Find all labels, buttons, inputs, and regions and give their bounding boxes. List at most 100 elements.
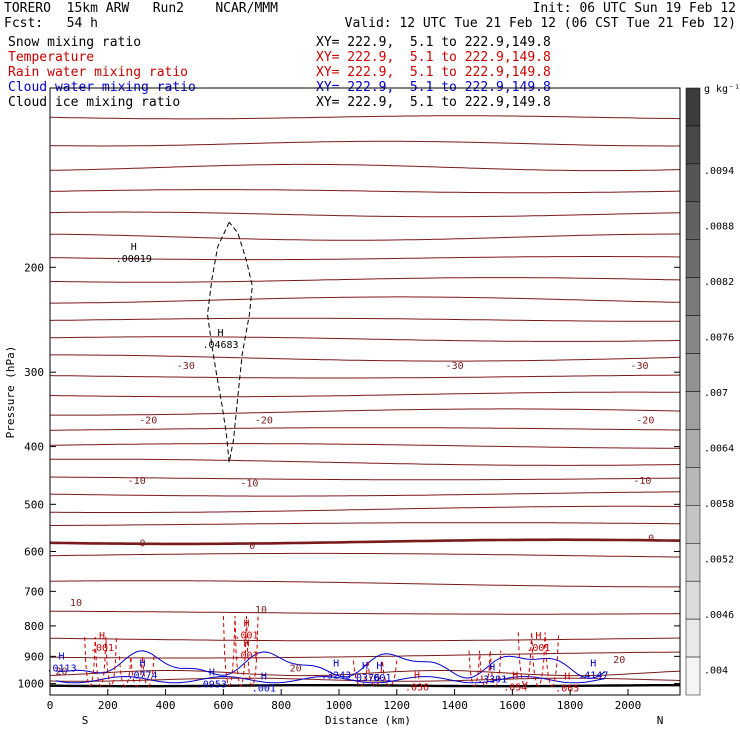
maximum-value: .036 (405, 682, 429, 693)
maximum-value: .001 (367, 673, 391, 684)
rain-water-contour (468, 650, 502, 687)
field-xy-cloud-ice: XY= 222.9, 5.1 to 222.9,149.8 (316, 95, 551, 110)
temperature-contour (49, 637, 681, 642)
temperature-contour (49, 580, 680, 588)
colorbar-swatch (685, 618, 701, 658)
maximum-value: .001 (90, 643, 114, 654)
temperature-label: -30 (446, 361, 464, 372)
maximum-marker: H (243, 639, 249, 650)
maximum-value: .3243 (321, 670, 351, 681)
header-valid: Valid: 12 UTC Tue 21 Feb 12 (06 CST Tue … (344, 16, 736, 31)
temperature-contour (49, 443, 680, 449)
temperature-label: -10 (240, 479, 258, 490)
temperature-contour (50, 296, 681, 304)
colorbar-swatch (685, 656, 701, 696)
temperature-contour (49, 670, 681, 677)
temperature-label: 0 (648, 533, 654, 544)
temperature-label: -20 (139, 415, 157, 426)
maximum-value: .04683 (202, 340, 238, 351)
colorbar-tick-label: .0064 (704, 444, 734, 455)
x-tick-label: 1000 (326, 699, 353, 712)
colorbar-tick-label: .0076 (704, 333, 734, 344)
x-tick-label: 1800 (557, 699, 584, 712)
temperature-label: 20 (613, 655, 625, 666)
temperature-label: 0 (249, 541, 255, 552)
temperature-label: 0 (139, 539, 145, 550)
surface-line (50, 684, 680, 688)
field-xy-rain: XY= 222.9, 5.1 to 222.9,149.8 (316, 65, 551, 80)
rain-water-contour (118, 656, 155, 687)
maximum-marker: H (59, 651, 65, 662)
temperature-label: 10 (255, 605, 267, 616)
colorbar-tick-label: .0046 (704, 610, 734, 621)
field-label-temperature: Temperature (8, 50, 95, 65)
temperature-contour (49, 256, 681, 261)
temperature-label: -20 (255, 415, 273, 426)
maximum-marker: H (217, 328, 223, 339)
colorbar-swatch (685, 543, 701, 582)
x-tick-label: 1400 (441, 699, 468, 712)
temperature-contour (49, 277, 681, 283)
maximum-value: .001 (252, 684, 276, 695)
colorbar-swatch (685, 353, 701, 392)
y-tick-label: 500 (24, 498, 44, 511)
temperature-contour (49, 491, 681, 497)
field-xy-snow: XY= 222.9, 5.1 to 222.9,149.8 (316, 35, 551, 50)
y-axis-label: Pressure (hPa) (4, 346, 17, 439)
rain-water-contour (517, 632, 560, 687)
temperature-contour (49, 458, 681, 466)
plot-frame (49, 87, 681, 696)
colorbar-tick-label: .0082 (704, 277, 734, 288)
temperature-contour (49, 677, 681, 682)
maximum-value: .4147 (578, 670, 608, 681)
field-label-snow: Snow mixing ratio (8, 35, 142, 50)
temperature-contour (50, 505, 681, 513)
colorbar-tick-label: .007 (704, 388, 728, 399)
maximum-marker: H (564, 672, 570, 683)
maximum-marker: H (414, 670, 420, 681)
colorbar-tick-label: .0094 (704, 166, 734, 177)
x-tick-label: 200 (98, 699, 118, 712)
temperature-contour (50, 522, 680, 526)
end-label-south: S (82, 714, 89, 727)
x-tick-label: 2000 (615, 699, 642, 712)
temperature-contour (50, 651, 680, 659)
freezing-contour (49, 538, 681, 546)
temperature-contour (50, 408, 681, 416)
maximum-value: .00019 (116, 254, 152, 265)
y-tick-label: 1000 (18, 678, 45, 691)
temperature-label: -30 (177, 361, 195, 372)
temperature-label: 20 (56, 666, 68, 677)
colorbar-swatch (685, 429, 701, 468)
maximum-marker: H (209, 668, 215, 679)
colorbar-swatch (685, 391, 701, 430)
maximum-marker: H (99, 631, 105, 642)
colorbar: .0094 .0088 .0082 .0076 .007 .0064 .0058 .0052.… (685, 87, 734, 696)
maximum-marker: H (535, 631, 541, 642)
x-tick-label: 0 (47, 699, 54, 712)
colorbar-swatch (685, 163, 701, 203)
maximum-marker: H (139, 658, 145, 669)
header-forecast: Fcst: 54 h (4, 16, 98, 31)
temperature-contour (49, 115, 681, 120)
temperature-contour (50, 427, 680, 431)
maximum-value: .001 (234, 651, 258, 662)
x-tick-label: 400 (156, 699, 176, 712)
temperature-label: -30 (631, 361, 649, 372)
x-axis-label: Distance (km) (325, 714, 411, 727)
temperature-contour (49, 317, 680, 322)
colorbar-swatch (685, 277, 701, 316)
field-xy-temperature: XY= 222.9, 5.1 to 222.9,149.8 (316, 50, 551, 65)
temperature-contour (50, 233, 680, 241)
y-tick-label: 200 (24, 261, 44, 274)
maximum-marker: H (489, 662, 495, 673)
maximum-value: .054 (503, 682, 527, 693)
maximum-marker: H (590, 658, 596, 669)
colorbar-tick-label: .004 (704, 666, 728, 677)
colorbar-tick-label: .0058 (704, 499, 734, 510)
temperature-label: -10 (633, 476, 651, 487)
maximum-marker: H (261, 672, 267, 683)
end-label-north: N (657, 714, 664, 727)
maximum-marker: H (243, 619, 249, 630)
